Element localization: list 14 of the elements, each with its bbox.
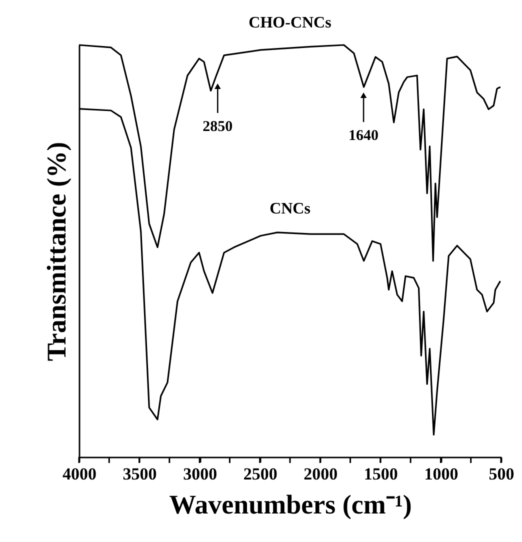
y-axis-title: Transmittance (%) — [42, 142, 72, 362]
x-tick-label: 3500 — [122, 464, 157, 484]
annotation: 1640 — [348, 128, 379, 144]
x-tick-label: 1000 — [424, 464, 458, 484]
x-tick-label: 2000 — [304, 464, 338, 484]
x-tick-label: 3000 — [183, 464, 218, 484]
x-tick-label: 1500 — [364, 464, 398, 484]
series-label: CHO-CNCs — [248, 14, 332, 32]
annotation: 2850 — [202, 119, 233, 136]
series-label: CNCs — [270, 200, 310, 218]
x-axis-title: Wavenumbers (cm⁻¹) — [169, 490, 412, 520]
x-tick-label: 4000 — [62, 464, 96, 484]
x-tick-label: 500 — [488, 464, 514, 484]
x-tick-label: 2500 — [243, 464, 278, 484]
